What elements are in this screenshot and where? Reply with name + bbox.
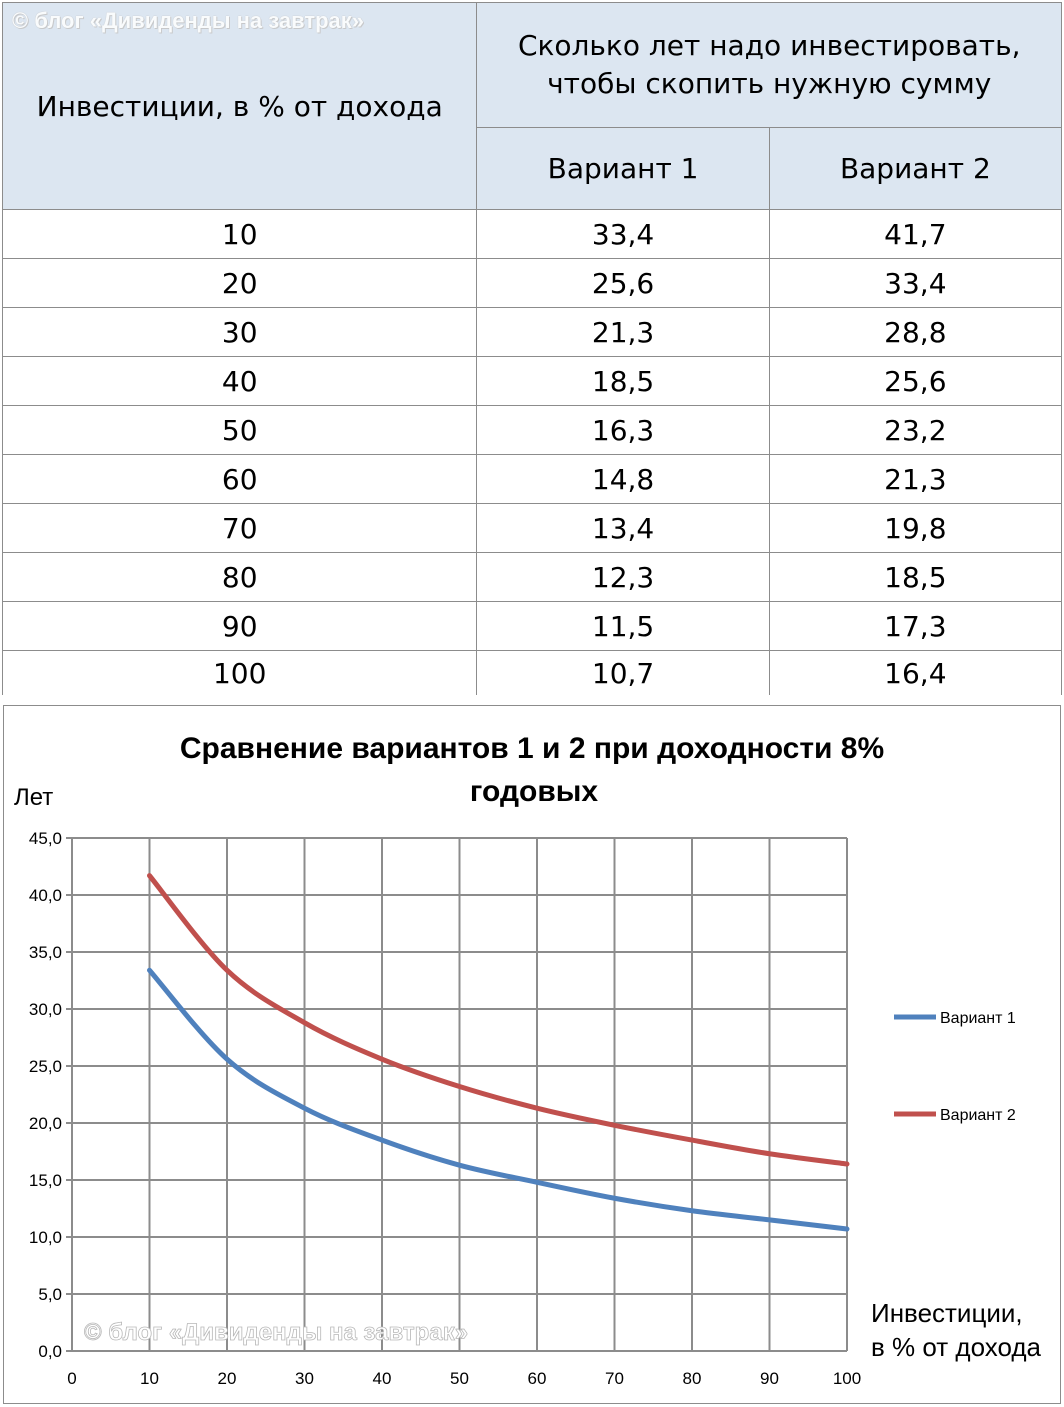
- legend-label-variant-2: Вариант 2: [940, 1107, 1016, 1124]
- cell-variant-1: 10,7: [476, 650, 770, 695]
- cell-variant-2: 41,7: [768, 209, 1063, 259]
- cell-investment-pct: 100: [1, 650, 478, 695]
- y-tick-label: 5,0: [38, 1285, 62, 1304]
- chart-title-line-1: Сравнение вариантов 1 и 2 при доходности…: [180, 732, 884, 765]
- cell-variant-2: 21,3: [768, 454, 1063, 504]
- x-axis-label-line-2: в % от дохода: [871, 1332, 1042, 1362]
- y-axis-label: Лет: [14, 784, 53, 811]
- cell-variant-1: 33,4: [476, 209, 770, 259]
- x-tick-label: 60: [528, 1369, 547, 1388]
- table-row: 40 18,5 25,6: [1, 356, 1063, 406]
- series-line-variant-1: [147, 967, 850, 1232]
- x-tick-label: 10: [140, 1369, 159, 1388]
- cell-variant-2: 23,2: [768, 405, 1063, 455]
- cell-investment-pct: 70: [1, 503, 478, 553]
- y-tick-label: 35,0: [29, 943, 62, 962]
- cell-variant-1: 25,6: [476, 258, 770, 308]
- chart-series: [147, 873, 850, 1232]
- table-row: 70 13,4 19,8: [1, 503, 1063, 553]
- header-years-line-1: Сколько лет надо инвестировать,: [517, 29, 1021, 62]
- x-tick-label: 50: [450, 1369, 469, 1388]
- cell-variant-1: 18,5: [476, 356, 770, 406]
- cell-variant-2: 19,8: [768, 503, 1063, 553]
- table-row: 60 14,8 21,3: [1, 454, 1063, 504]
- x-tick-label: 30: [295, 1369, 314, 1388]
- legend-label-variant-1: Вариант 1: [940, 1010, 1016, 1027]
- line-chart: 0 10 20 30 40 50 60 70 80 90 100 0,0 5,0 10,0 15,0 20,0…: [14, 732, 1042, 1388]
- x-tick-label: 70: [605, 1369, 624, 1388]
- header-years-line-2: чтобы скопить нужную сумму: [547, 67, 992, 100]
- table-row: 100 10,7 16,4: [1, 650, 1063, 695]
- data-table: Инвестиции, в % от дохода Сколько лет на…: [1, 2, 1063, 695]
- table-body: 10 33,4 41,7 20 25,6 33,4 30 21,3 28,8 40 18,5 25,6…: [1, 209, 1063, 695]
- watermark-chart: © блог «Дивиденды на завтрак»: [84, 1319, 468, 1346]
- chart-area: 0 10 20 30 40 50 60 70 80 90 100 0,0 5,0 10,0 15,0 20,0…: [3, 705, 1061, 1404]
- cell-investment-pct: 10: [1, 209, 478, 259]
- cell-variant-1: 12,3: [476, 552, 770, 602]
- cell-investment-pct: 40: [1, 356, 478, 406]
- series-line-variant-2: [147, 873, 850, 1167]
- y-tick-label: 25,0: [29, 1057, 62, 1076]
- cell-investment-pct: 20: [1, 258, 478, 308]
- cell-variant-1: 14,8: [476, 454, 770, 504]
- cell-investment-pct: 90: [1, 601, 478, 651]
- x-tick-label: 90: [760, 1369, 779, 1388]
- table-row: 10 33,4 41,7: [1, 209, 1063, 259]
- y-tick-label: 40,0: [29, 886, 62, 905]
- table-row: 90 11,5 17,3: [1, 601, 1063, 651]
- chart-title-line-2: годовых: [470, 775, 598, 808]
- cell-variant-2: 18,5: [768, 552, 1063, 602]
- data-table-container: Инвестиции, в % от дохода Сколько лет на…: [1, 2, 1063, 704]
- header-investments: Инвестиции, в % от дохода: [1, 2, 478, 210]
- x-tick-label: 100: [833, 1369, 861, 1388]
- cell-variant-2: 16,4: [768, 650, 1063, 695]
- cell-investment-pct: 30: [1, 307, 478, 357]
- cell-variant-1: 13,4: [476, 503, 770, 553]
- y-tick-label: 30,0: [29, 1000, 62, 1019]
- cell-variant-2: 17,3: [768, 601, 1063, 651]
- chart-grid: [66, 837, 848, 1352]
- x-tick-label: 80: [683, 1369, 702, 1388]
- cell-investment-pct: 50: [1, 405, 478, 455]
- cell-investment-pct: 60: [1, 454, 478, 504]
- table-row: 20 25,6 33,4: [1, 258, 1063, 308]
- cell-variant-2: 33,4: [768, 258, 1063, 308]
- y-tick-label: 10,0: [29, 1228, 62, 1247]
- table-row: 80 12,3 18,5: [1, 552, 1063, 602]
- chart-ticks: 0 10 20 30 40 50 60 70 80 90 100 0,0 5,0 10,0 15,0 20,0…: [29, 829, 861, 1388]
- table-row: 50 16,3 23,2: [1, 405, 1063, 455]
- cell-variant-2: 25,6: [768, 356, 1063, 406]
- y-tick-label: 20,0: [29, 1114, 62, 1133]
- header-variant-1: Вариант 1: [476, 127, 770, 210]
- y-tick-label: 0,0: [38, 1342, 62, 1361]
- x-tick-label: 0: [67, 1369, 76, 1388]
- y-tick-label: 15,0: [29, 1171, 62, 1190]
- x-tick-label: 40: [373, 1369, 392, 1388]
- x-tick-label: 20: [218, 1369, 237, 1388]
- cell-investment-pct: 80: [1, 552, 478, 602]
- cell-variant-2: 28,8: [768, 307, 1063, 357]
- x-axis-label-line-1: Инвестиции,: [871, 1298, 1023, 1328]
- cell-variant-1: 21,3: [476, 307, 770, 357]
- header-variant-2: Вариант 2: [768, 127, 1063, 210]
- table-row: 30 21,3 28,8: [1, 307, 1063, 357]
- y-tick-label: 45,0: [29, 829, 62, 848]
- cell-variant-1: 16,3: [476, 405, 770, 455]
- header-years-group: Сколько лет надо инвестировать, чтобы ск…: [476, 2, 1062, 128]
- chart-legend: Вариант 1 Вариант 2: [894, 1010, 1016, 1124]
- cell-variant-1: 11,5: [476, 601, 770, 651]
